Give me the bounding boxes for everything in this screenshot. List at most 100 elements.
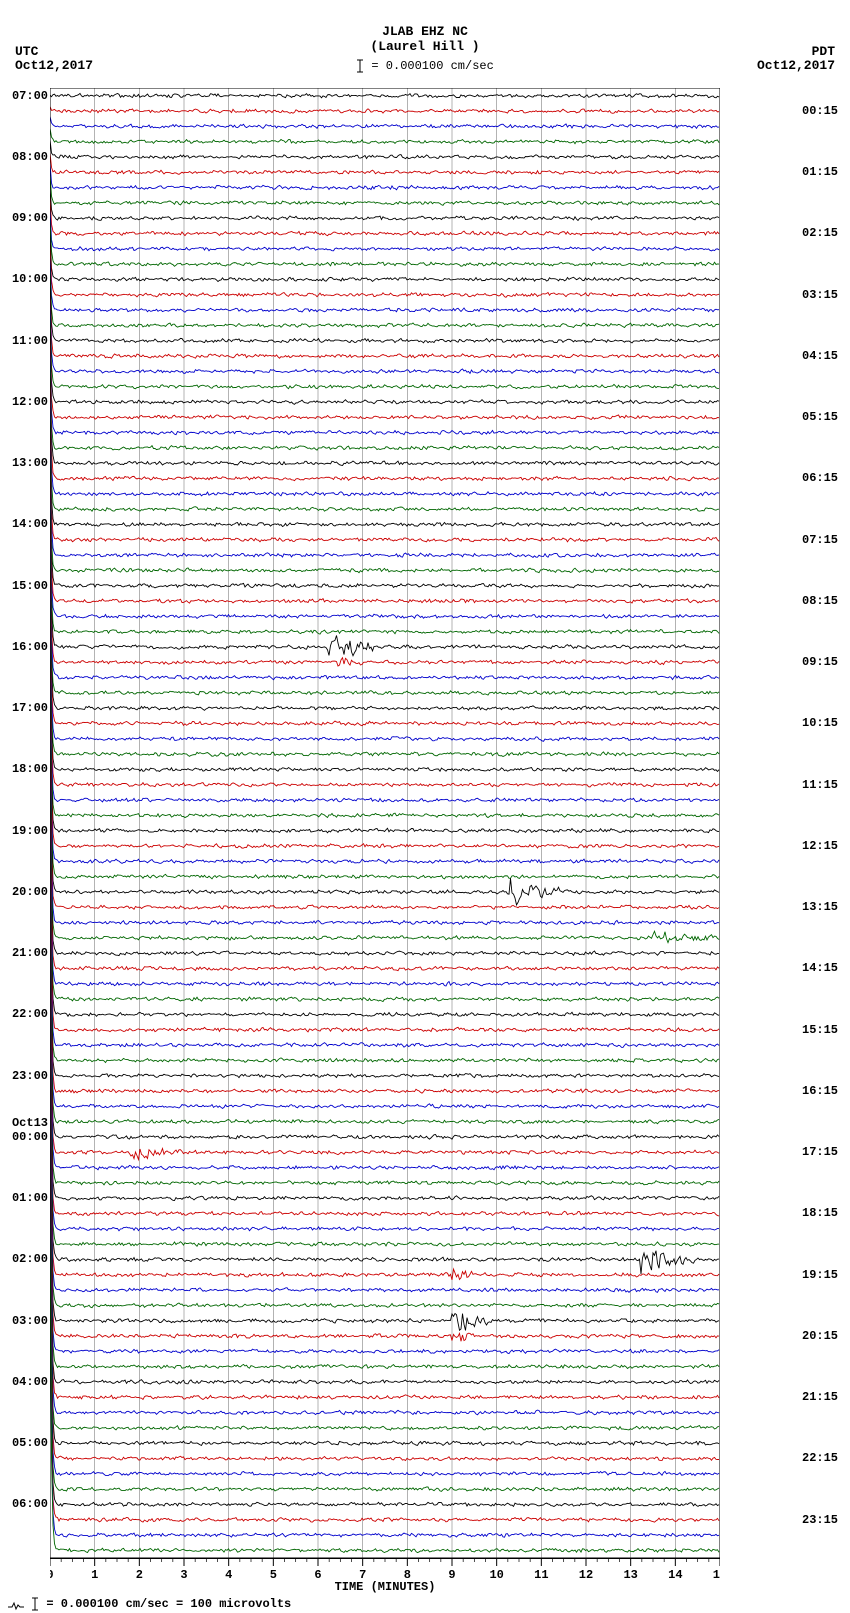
svg-text:0: 0: [50, 1568, 54, 1580]
right-time-label: 00:15: [802, 104, 850, 118]
seismic-trace: [50, 1094, 719, 1430]
seismic-trace: [50, 530, 719, 679]
x-axis-ticks: 0123456789101112131415: [50, 1558, 720, 1580]
tz-left-label: UTC: [15, 44, 38, 59]
seismic-trace: [50, 885, 719, 1159]
left-time-label: 18:00: [2, 762, 48, 776]
seismic-trace: [50, 771, 719, 1001]
right-time-label: 09:15: [802, 655, 850, 669]
right-time-label: 01:15: [802, 165, 850, 179]
seismic-trace: [50, 128, 719, 144]
seismic-trace: [50, 612, 719, 787]
seismic-trace: [50, 173, 719, 205]
scale-line: = 0.000100 cm/sec: [0, 58, 850, 74]
seismic-trace: [50, 587, 719, 756]
left-time-label: 06:00: [2, 1497, 48, 1511]
footer-scale-text: = 0.000100 cm/sec = 100 microvolts: [39, 1597, 291, 1611]
right-time-label: 16:15: [802, 1084, 850, 1098]
seismic-trace: [50, 485, 719, 619]
seismic-trace: [50, 794, 719, 1032]
svg-text:6: 6: [314, 1568, 321, 1580]
right-time-label: 04:15: [802, 349, 850, 363]
left-time-label: 05:00: [2, 1436, 48, 1450]
svg-text:3: 3: [180, 1568, 187, 1580]
svg-text:12: 12: [579, 1568, 593, 1580]
seismic-trace: [50, 196, 719, 236]
right-time-label: 17:15: [802, 1145, 850, 1159]
seismic-trace: [50, 162, 719, 189]
seismic-trace: [50, 116, 719, 128]
seismogram-svg: [50, 88, 720, 1558]
right-time-label: 21:15: [802, 1390, 850, 1404]
x-axis-label: TIME (MINUTES): [50, 1580, 720, 1594]
right-time-label: 18:15: [802, 1206, 850, 1220]
footer-scale: = 0.000100 cm/sec = 100 microvolts: [8, 1596, 291, 1612]
right-time-label: 20:15: [802, 1329, 850, 1343]
left-time-label: 14:00: [2, 517, 48, 531]
seismic-trace: [50, 553, 719, 710]
svg-text:14: 14: [668, 1568, 682, 1580]
footer-scale-icon: [8, 1597, 24, 1611]
left-time-label: 16:00: [2, 640, 48, 654]
left-time-label: 22:00: [2, 1007, 48, 1021]
right-time-label: 14:15: [802, 961, 850, 975]
seismic-trace: [50, 312, 719, 389]
seismic-trace: [50, 817, 719, 1063]
left-time-label: 21:00: [2, 946, 48, 960]
svg-text:5: 5: [270, 1568, 277, 1580]
right-time-label: 12:15: [802, 839, 850, 853]
seismic-trace: [50, 668, 719, 863]
seismic-trace: [50, 1001, 719, 1308]
svg-text:2: 2: [136, 1568, 143, 1580]
left-time-label: 08:00: [2, 150, 48, 164]
mid-date-label: Oct13: [2, 1116, 48, 1130]
seismic-trace: [50, 219, 719, 267]
station-name: (Laurel Hill ): [0, 39, 850, 54]
left-time-label: 23:00: [2, 1069, 48, 1083]
svg-text:1: 1: [91, 1568, 98, 1580]
right-time-label: 23:15: [802, 1513, 850, 1527]
seismic-trace: [50, 784, 719, 1017]
seismic-trace: [50, 265, 719, 328]
left-time-label: 13:00: [2, 456, 48, 470]
x-axis: 0123456789101112131415 TIME (MINUTES): [50, 1558, 720, 1598]
right-time-label: 03:15: [802, 288, 850, 302]
seismic-trace: [50, 599, 719, 771]
right-time-label: 13:15: [802, 900, 850, 914]
seismic-trace: [50, 714, 719, 925]
seismic-trace: [50, 978, 719, 1280]
left-time-label: 10:00: [2, 272, 48, 286]
svg-text:10: 10: [489, 1568, 503, 1580]
svg-text:7: 7: [359, 1568, 366, 1580]
seismic-trace: [50, 322, 719, 404]
left-time-axis: 07:0008:0009:0010:0011:0012:0013:0014:00…: [2, 88, 48, 1558]
seismic-trace: [50, 989, 719, 1292]
right-time-label: 05:15: [802, 410, 850, 424]
seismic-trace: [50, 955, 719, 1246]
seismic-trace: [50, 1162, 719, 1522]
left-time-label: 03:00: [2, 1314, 48, 1328]
seismic-trace: [50, 1137, 719, 1491]
left-time-label: 20:00: [2, 885, 48, 899]
seismic-trace: [50, 346, 719, 434]
right-time-label: 08:15: [802, 594, 850, 608]
right-time-label: 22:15: [802, 1451, 850, 1465]
left-time-label: 07:00: [2, 89, 48, 103]
seismic-trace: [50, 106, 719, 113]
seismic-trace: [50, 93, 719, 97]
svg-text:11: 11: [534, 1568, 548, 1580]
seismic-trace: [50, 563, 719, 725]
left-time-label: 02:00: [2, 1252, 48, 1266]
seismic-trace: [50, 725, 719, 943]
seismic-trace: [50, 380, 719, 481]
station-code: JLAB EHZ NC: [0, 24, 850, 39]
right-time-label: 15:15: [802, 1023, 850, 1037]
seismic-trace: [50, 944, 719, 1231]
right-time-axis: 00:1501:1502:1503:1504:1505:1506:1507:15…: [802, 88, 848, 1558]
right-time-label: 02:15: [802, 226, 850, 240]
seismic-trace: [50, 232, 719, 281]
seismic-trace: [50, 1080, 719, 1415]
seismic-trace: [50, 933, 719, 1216]
date-left-label: Oct12,2017: [15, 58, 93, 73]
right-time-label: 06:15: [802, 471, 850, 485]
